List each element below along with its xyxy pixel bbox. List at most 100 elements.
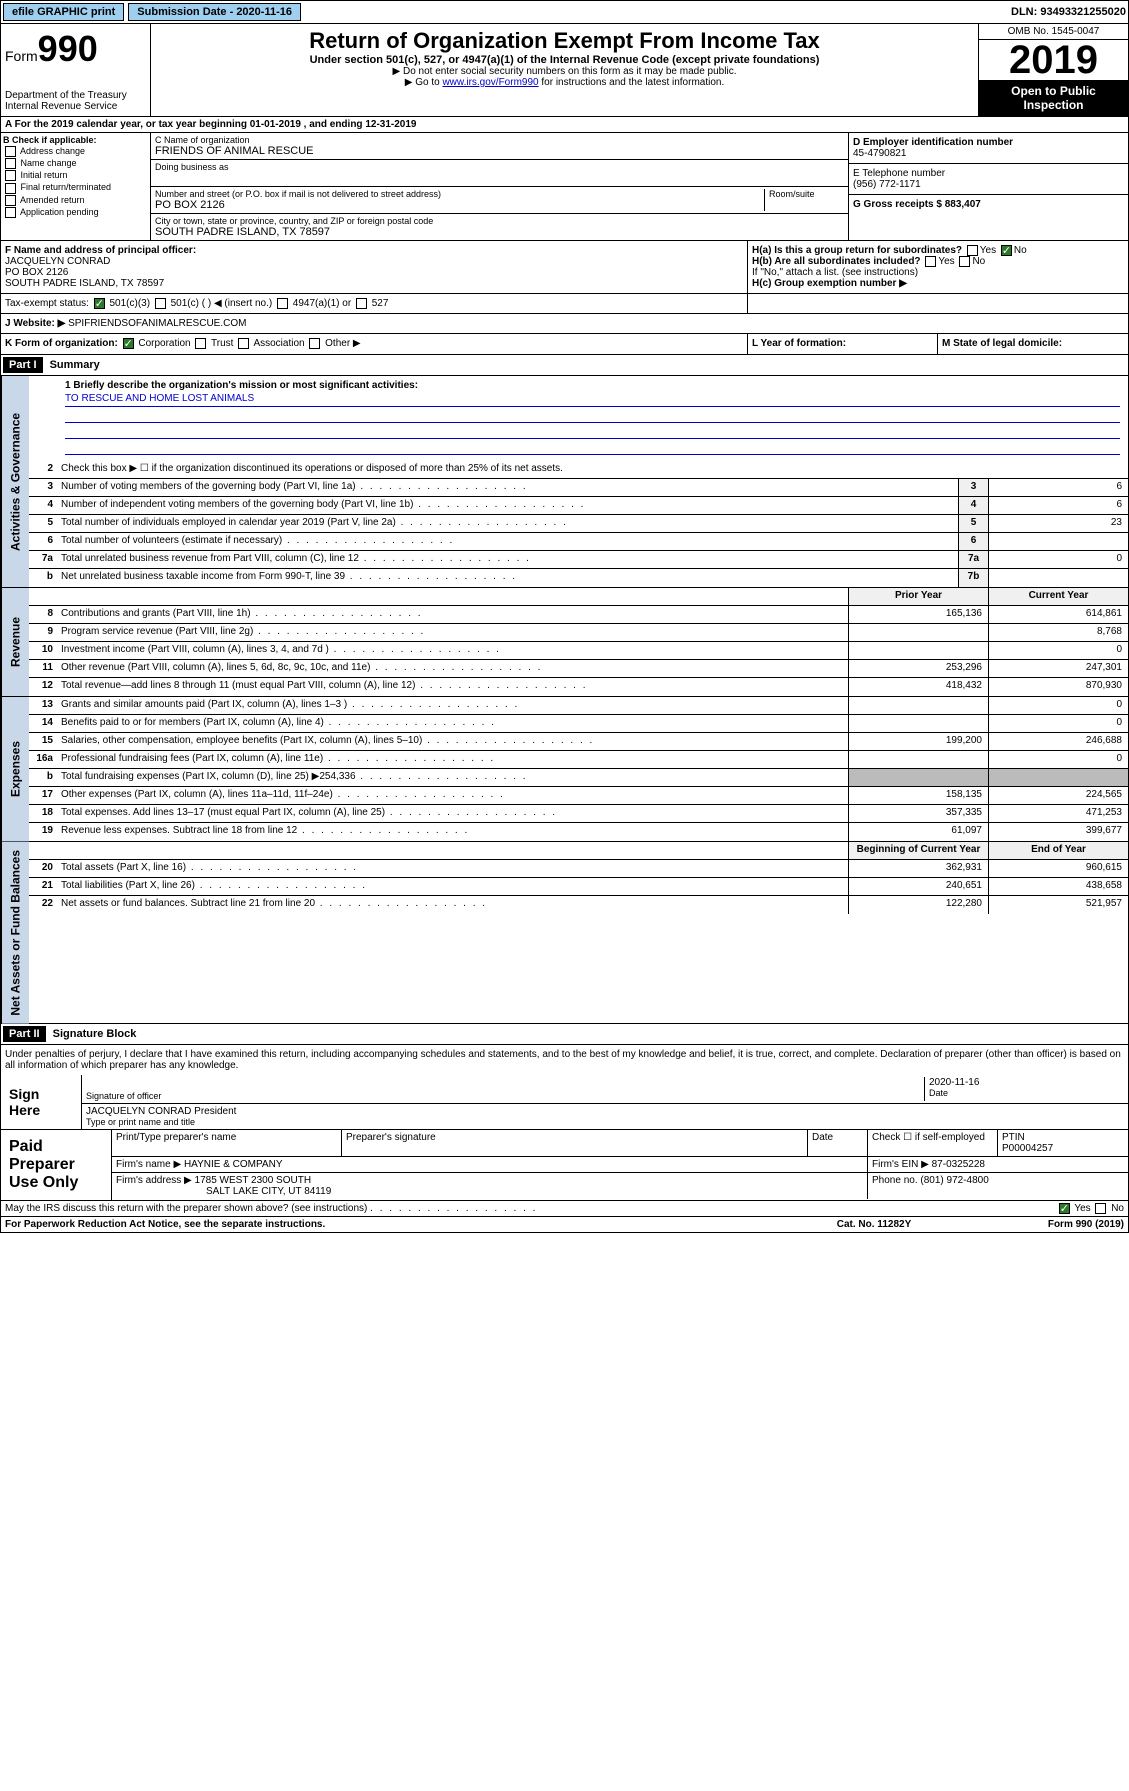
chk-other[interactable] — [309, 338, 320, 349]
net-assets-section: Net Assets or Fund Balances Beginning of… — [0, 842, 1129, 1025]
phone-value: (956) 772-1171 — [853, 179, 1124, 190]
q2-text: Check this box ▶ ☐ if the organization d… — [57, 461, 1128, 478]
part2-badge: Part II — [3, 1026, 46, 1042]
ein-value: 45-4790821 — [853, 148, 1124, 159]
firm-ein: 87-0325228 — [932, 1159, 985, 1170]
chk-501c[interactable] — [155, 298, 166, 309]
dln-label: DLN: 93493321255020 — [1011, 6, 1126, 18]
hb-label: H(b) Are all subordinates included? — [752, 256, 921, 267]
part1-badge: Part I — [3, 357, 43, 373]
declaration-text: Under penalties of perjury, I declare th… — [1, 1045, 1128, 1075]
city-label: City or town, state or province, country… — [155, 216, 844, 226]
form-subtitle: Under section 501(c), 527, or 4947(a)(1)… — [155, 54, 974, 66]
b-label: B Check if applicable: — [3, 135, 148, 145]
part1-header-row: Part I Summary — [0, 355, 1129, 376]
ptin-label: PTIN — [1002, 1132, 1124, 1143]
chk-address-change[interactable] — [5, 146, 16, 157]
col-prior-year: Prior Year — [848, 588, 988, 605]
discuss-row: May the IRS discuss this return with the… — [0, 1201, 1129, 1217]
chk-name-change[interactable] — [5, 158, 16, 169]
prep-name-label: Print/Type preparer's name — [112, 1130, 342, 1156]
g-gross-label: G Gross receipts $ 883,407 — [853, 199, 1124, 210]
website-value: SPIFRIENDSOFANIMALRESCUE.COM — [68, 318, 246, 329]
table-row: 15Salaries, other compensation, employee… — [29, 733, 1128, 751]
side-net-assets: Net Assets or Fund Balances — [1, 842, 29, 1024]
table-row: 17Other expenses (Part IX, column (A), l… — [29, 787, 1128, 805]
website-row: J Website: ▶ SPIFRIENDSOFANIMALRESCUE.CO… — [0, 314, 1129, 334]
table-row: 14Benefits paid to or for members (Part … — [29, 715, 1128, 733]
firm-addr2: SALT LAKE CITY, UT 84119 — [116, 1186, 863, 1197]
chk-trust[interactable] — [195, 338, 206, 349]
submission-date-button[interactable]: Submission Date - 2020-11-16 — [128, 3, 301, 21]
chk-corp[interactable] — [123, 338, 134, 349]
sig-officer-label: Signature of officer — [86, 1091, 924, 1101]
discuss-yes[interactable] — [1059, 1203, 1070, 1214]
sign-here-label: Sign Here — [1, 1075, 81, 1129]
chk-501c3[interactable] — [94, 298, 105, 309]
ha-label: H(a) Is this a group return for subordin… — [752, 245, 962, 256]
table-row: 18Total expenses. Add lines 13–17 (must … — [29, 805, 1128, 823]
open-public-badge: Open to Public Inspection — [979, 80, 1128, 116]
chk-final-return[interactable] — [5, 183, 16, 194]
table-row: 11Other revenue (Part VIII, column (A), … — [29, 660, 1128, 678]
mission-text: TO RESCUE AND HOME LOST ANIMALS — [65, 393, 1120, 407]
officer-name: JACQUELYN CONRAD — [5, 256, 743, 267]
name-title-label: Type or print name and title — [86, 1117, 1124, 1127]
header-right: OMB No. 1545-0047 2019 Open to Public In… — [978, 24, 1128, 116]
irs-link[interactable]: www.irs.gov/Form990 — [442, 77, 538, 88]
hc-label: H(c) Group exemption number ▶ — [752, 278, 907, 289]
chk-assoc[interactable] — [238, 338, 249, 349]
table-row: 19Revenue less expenses. Subtract line 1… — [29, 823, 1128, 841]
org-address: PO BOX 2126 — [155, 199, 764, 211]
ha-no[interactable] — [1001, 245, 1012, 256]
side-governance: Activities & Governance — [1, 376, 29, 587]
col-d-g: D Employer identification number 45-4790… — [848, 133, 1128, 240]
top-bar: efile GRAPHIC print Submission Date - 20… — [0, 0, 1129, 24]
org-name: FRIENDS OF ANIMAL RESCUE — [155, 145, 844, 157]
h-group: H(a) Is this a group return for subordin… — [748, 241, 1128, 293]
org-city: SOUTH PADRE ISLAND, TX 78597 — [155, 226, 844, 238]
f-officer: F Name and address of principal officer:… — [1, 241, 748, 293]
table-row: bNet unrelated business taxable income f… — [29, 569, 1128, 587]
side-expenses: Expenses — [1, 697, 29, 841]
hb-yes[interactable] — [925, 256, 936, 267]
col-c-org-info: C Name of organization FRIENDS OF ANIMAL… — [151, 133, 848, 240]
section-a-line: A For the 2019 calendar year, or tax yea… — [0, 117, 1129, 133]
chk-527[interactable] — [356, 298, 367, 309]
firm-name: HAYNIE & COMPANY — [184, 1159, 283, 1170]
firm-phone: (801) 972-4800 — [920, 1175, 988, 1186]
table-row: 16aProfessional fundraising fees (Part I… — [29, 751, 1128, 769]
table-row: 10Investment income (Part VIII, column (… — [29, 642, 1128, 660]
hb-no[interactable] — [959, 256, 970, 267]
dept-label: Department of the Treasury — [5, 90, 146, 101]
discuss-no[interactable] — [1095, 1203, 1106, 1214]
table-row: 21Total liabilities (Part X, line 26)240… — [29, 878, 1128, 896]
efile-button[interactable]: efile GRAPHIC print — [3, 3, 124, 21]
note-ssn: ▶ Do not enter social security numbers o… — [155, 66, 974, 77]
chk-initial-return[interactable] — [5, 170, 16, 181]
addr-label: Number and street (or P.O. box if mail i… — [155, 189, 764, 199]
note-goto: ▶ Go to www.irs.gov/Form990 for instruct… — [155, 77, 974, 88]
dba-label: Doing business as — [155, 162, 844, 172]
d-ein-label: D Employer identification number — [853, 137, 1124, 148]
revenue-section: Revenue Prior Year Current Year 8Contrib… — [0, 588, 1129, 697]
table-row: 5Total number of individuals employed in… — [29, 515, 1128, 533]
q1-label: 1 Briefly describe the organization's mi… — [65, 380, 1120, 391]
form-word: Form — [5, 48, 38, 64]
table-row: 7aTotal unrelated business revenue from … — [29, 551, 1128, 569]
e-phone-label: E Telephone number — [853, 168, 1124, 179]
chk-4947[interactable] — [277, 298, 288, 309]
part2-header-row: Part II Signature Block — [0, 1024, 1129, 1045]
footer-row: For Paperwork Reduction Act Notice, see … — [0, 1217, 1129, 1233]
l-label: L Year of formation: — [752, 338, 846, 349]
col-end-year: End of Year — [988, 842, 1128, 859]
chk-amended-return[interactable] — [5, 195, 16, 206]
tax-year: 2019 — [979, 40, 1128, 80]
officer-addr1: PO BOX 2126 — [5, 267, 743, 278]
ha-yes[interactable] — [967, 245, 978, 256]
sig-date-value: 2020-11-16 — [929, 1077, 1124, 1088]
chk-app-pending[interactable] — [5, 207, 16, 218]
c-name-label: C Name of organization — [155, 135, 844, 145]
officer-name-title: JACQUELYN CONRAD President — [86, 1106, 1124, 1117]
part1-title: Summary — [46, 359, 100, 371]
